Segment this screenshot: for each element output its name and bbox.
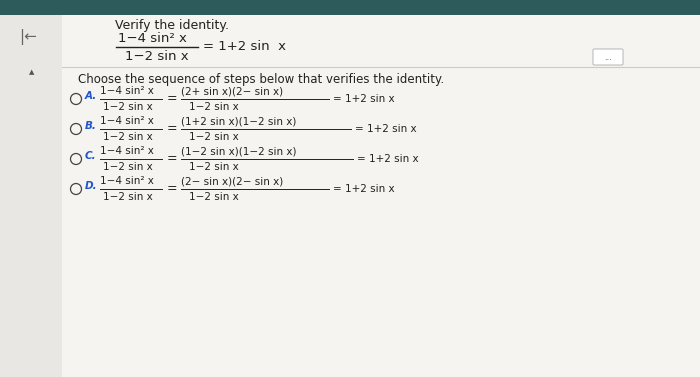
Text: (2+ sin x)(2− sin x): (2+ sin x)(2− sin x) <box>181 86 283 97</box>
Circle shape <box>71 153 81 164</box>
Text: = 1+2 sin  x: = 1+2 sin x <box>203 40 286 54</box>
FancyBboxPatch shape <box>62 15 700 377</box>
Text: 1−2 sin x: 1−2 sin x <box>189 192 239 202</box>
Text: =: = <box>167 153 178 166</box>
FancyBboxPatch shape <box>593 49 623 65</box>
Text: 1−4 sin² x: 1−4 sin² x <box>100 176 154 187</box>
Text: = 1+2 sin x: = 1+2 sin x <box>355 124 416 134</box>
Text: B.: B. <box>85 121 97 131</box>
Text: 1−4 sin² x: 1−4 sin² x <box>100 147 154 156</box>
Circle shape <box>71 184 81 195</box>
Text: Choose the sequence of steps below that verifies the identity.: Choose the sequence of steps below that … <box>78 72 444 86</box>
Text: ...: ... <box>604 52 612 61</box>
Text: =: = <box>167 182 178 196</box>
Text: 1−2 sin x: 1−2 sin x <box>189 102 239 112</box>
Text: D.: D. <box>85 181 97 191</box>
Text: = 1+2 sin x: = 1+2 sin x <box>357 154 419 164</box>
FancyBboxPatch shape <box>0 0 700 15</box>
Text: 1−2 sin x: 1−2 sin x <box>103 102 153 112</box>
Text: (2− sin x)(2− sin x): (2− sin x)(2− sin x) <box>181 176 284 187</box>
Text: =: = <box>167 123 178 135</box>
Text: ▲: ▲ <box>29 69 35 75</box>
Text: |←: |← <box>19 29 37 45</box>
Circle shape <box>71 93 81 104</box>
Text: =: = <box>167 92 178 106</box>
Text: 1−2 sin x: 1−2 sin x <box>125 49 188 63</box>
Text: 1−2 sin x: 1−2 sin x <box>103 162 153 172</box>
Text: 1−2 sin x: 1−2 sin x <box>103 132 153 142</box>
Text: 1−2 sin x: 1−2 sin x <box>189 132 239 142</box>
Text: (1−2 sin x)(1−2 sin x): (1−2 sin x)(1−2 sin x) <box>181 147 297 156</box>
Text: 1−4 sin² x: 1−4 sin² x <box>118 32 187 46</box>
FancyBboxPatch shape <box>0 15 62 377</box>
Text: C.: C. <box>85 151 97 161</box>
Text: 1−4 sin² x: 1−4 sin² x <box>100 116 154 127</box>
Text: A.: A. <box>85 91 97 101</box>
Circle shape <box>71 124 81 135</box>
Text: (1+2 sin x)(1−2 sin x): (1+2 sin x)(1−2 sin x) <box>181 116 296 127</box>
Text: 1−2 sin x: 1−2 sin x <box>103 192 153 202</box>
Text: Verify the identity.: Verify the identity. <box>115 18 229 32</box>
Text: 1−2 sin x: 1−2 sin x <box>189 162 239 172</box>
Text: 1−4 sin² x: 1−4 sin² x <box>100 86 154 97</box>
Text: = 1+2 sin x: = 1+2 sin x <box>333 94 395 104</box>
Text: = 1+2 sin x: = 1+2 sin x <box>333 184 395 194</box>
